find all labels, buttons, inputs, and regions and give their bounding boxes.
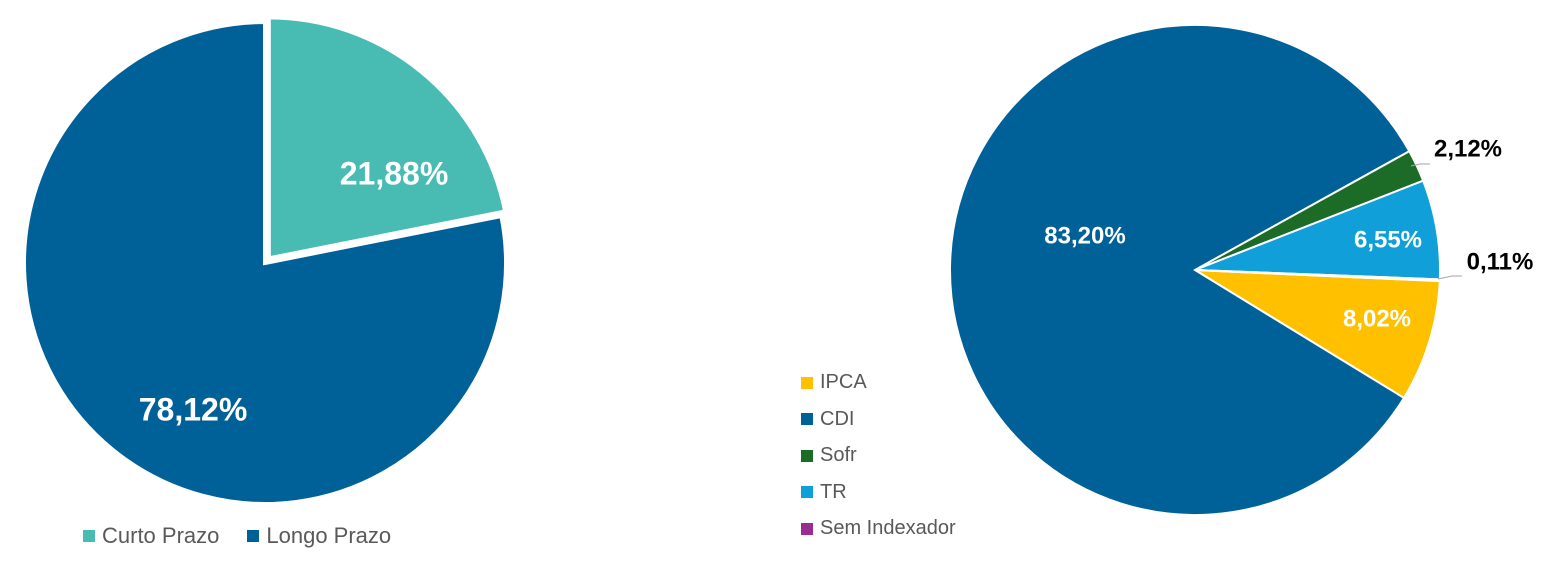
data-label-ipca: 8,02% [1343, 305, 1411, 332]
data-label-cdi: 83,20% [1044, 222, 1125, 249]
data-label-longo-prazo: 78,12% [139, 391, 248, 427]
data-label-tr: 6,55% [1354, 226, 1422, 253]
legend-swatch-ipca [801, 376, 813, 389]
pie-slice-ipca [1194, 269, 1441, 400]
legend-label-curto-prazo: Curto Prazo [102, 523, 220, 548]
data-label-sofr: 2,12% [1434, 135, 1502, 162]
leader-line-sofr [1410, 163, 1430, 167]
legend-label-longo-prazo: Longo Prazo [266, 523, 392, 548]
legend-swatch-sem-indexador [801, 522, 813, 535]
legend-item-cdi: CDI [801, 408, 854, 431]
legend-swatch-sofr [801, 449, 813, 462]
legend-swatch-cdi [801, 413, 813, 425]
legend-label-sem-indexador: Sem Indexador [820, 517, 956, 539]
data-label-sem-indexador: 0,11% [1467, 248, 1534, 275]
pie-slice-cdi [949, 24, 1411, 516]
legend-swatch-curto-prazo [83, 530, 95, 542]
legend-item-tr: TR [801, 481, 847, 504]
legend-item-sem-indexador: Sem Indexador [801, 517, 956, 540]
legend-item-sofr: Sofr [801, 444, 857, 467]
pie-slice-curto-prazo [266, 15, 508, 261]
leader-line-sem-indexador [1437, 275, 1462, 280]
legend-label-sofr: Sofr [820, 444, 857, 466]
legend-swatch-tr [801, 486, 813, 498]
data-label-curto-prazo: 21,88% [340, 155, 449, 191]
legend-left: Curto Prazo Longo Prazo [83, 523, 391, 549]
legend-label-tr: TR [820, 480, 847, 503]
pie-slice-longo-prazo [22, 19, 508, 506]
legend-label-ipca: IPCA [820, 371, 867, 393]
legend-label-cdi: CDI [820, 407, 855, 430]
legend-swatch-longo-prazo [247, 530, 260, 542]
legend-item-ipca: IPCA [801, 371, 867, 394]
pie-slice-sem-indexador [1194, 269, 1441, 283]
